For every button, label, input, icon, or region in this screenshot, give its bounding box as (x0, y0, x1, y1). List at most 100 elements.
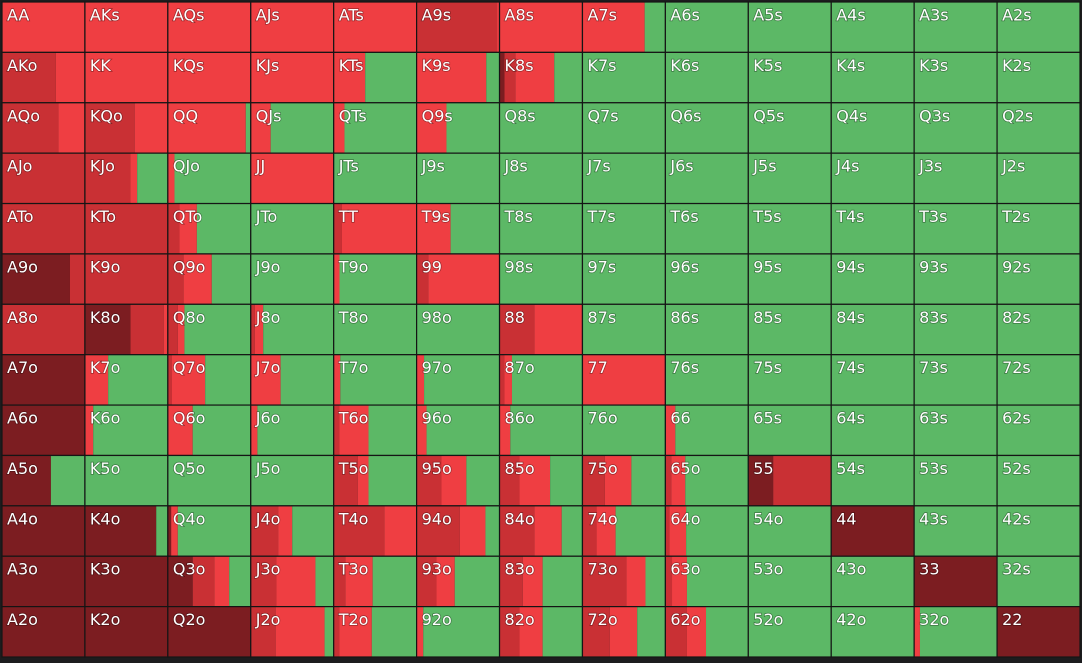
hand-label: 76o (587, 409, 617, 428)
hand-label: 95o (422, 459, 452, 478)
frequency-segment (997, 253, 1080, 305)
frequency-segment (914, 203, 998, 254)
frequency-segment (184, 304, 251, 355)
frequency-segment (192, 405, 251, 456)
frequency-segment (773, 455, 832, 506)
frequency-segment (515, 52, 555, 103)
frequency-segment (2, 2, 85, 53)
frequency-segment (504, 52, 516, 103)
frequency-segment (534, 304, 583, 355)
frequency-segment (167, 304, 178, 355)
frequency-segment (108, 354, 168, 406)
frequency-segment (436, 556, 455, 607)
frequency-segment (416, 203, 451, 254)
frequency-segment (997, 2, 1080, 53)
frequency-segment (914, 556, 998, 607)
frequency-segment (324, 606, 334, 657)
hand-label: T6o (338, 409, 369, 428)
hand-label: 92o (422, 610, 452, 629)
frequency-segment (542, 606, 583, 657)
frequency-segment (626, 556, 646, 607)
hand-label: T7o (338, 358, 369, 377)
frequency-segment (675, 405, 749, 456)
frequency-segment (441, 455, 467, 506)
hand-label: 72o (587, 610, 617, 629)
frequency-segment (914, 354, 998, 406)
frequency-segment (914, 2, 998, 53)
frequency-segment (459, 505, 486, 557)
frequency-segment (69, 253, 85, 305)
frequency-segment (205, 354, 251, 406)
frequency-segment (84, 2, 168, 53)
hand-label: Q6s (670, 106, 701, 125)
frequency-segment (497, 2, 500, 53)
frequency-segment (426, 405, 500, 456)
frequency-segment (665, 203, 749, 254)
hand-label: K4o (90, 509, 120, 528)
frequency-segment (665, 505, 670, 557)
hand-label: 54o (753, 509, 783, 528)
frequency-segment (914, 102, 998, 154)
hand-label: K7o (90, 358, 120, 377)
frequency-segment (167, 405, 193, 456)
frequency-segment (416, 2, 498, 53)
hand-label: A7o (7, 358, 38, 377)
hand-label: 64s (836, 409, 865, 428)
frequency-segment (997, 102, 1080, 154)
hand-label: A8o (7, 308, 38, 327)
hand-label: J2o (255, 610, 281, 629)
hand-label: 85o (505, 459, 535, 478)
hand-label: 84o (505, 509, 535, 528)
hand-label: QTs (339, 106, 367, 125)
frequency-segment (582, 354, 666, 406)
frequency-segment (997, 455, 1080, 506)
hand-label: 66 (670, 409, 690, 428)
frequency-segment (250, 253, 334, 305)
frequency-segment (499, 153, 583, 204)
hand-label: 97o (422, 358, 452, 377)
frequency-segment (665, 606, 687, 657)
frequency-segment (339, 606, 372, 657)
hand-label: Q8o (173, 308, 206, 327)
frequency-segment (454, 556, 500, 607)
frequency-segment (250, 2, 334, 53)
hand-label: K5s (753, 56, 782, 75)
hand-label: J3o (255, 560, 281, 579)
hand-label: AA (7, 6, 29, 25)
hand-label: K5o (90, 459, 120, 478)
hand-label: K3s (919, 56, 948, 75)
frequency-segment (250, 606, 276, 657)
frequency-segment (2, 52, 56, 103)
frequency-segment (333, 354, 341, 406)
frequency-segment (582, 405, 666, 456)
frequency-segment (686, 505, 749, 557)
frequency-segment (665, 2, 749, 53)
hand-label: 94o (422, 509, 452, 528)
frequency-segment (250, 556, 277, 607)
frequency-segment (84, 52, 168, 103)
hand-label: K9s (422, 56, 451, 75)
frequency-segment (686, 606, 707, 657)
frequency-segment (914, 606, 920, 657)
hand-label: 44 (836, 509, 856, 528)
frequency-segment (665, 304, 749, 355)
frequency-segment (831, 606, 915, 657)
frequency-segment (84, 253, 168, 305)
frequency-segment (748, 455, 774, 506)
frequency-segment (416, 606, 424, 657)
frequency-segment (582, 505, 597, 557)
frequency-segment (371, 606, 417, 657)
frequency-segment (582, 203, 666, 254)
frequency-segment (416, 153, 500, 204)
frequency-segment (914, 405, 998, 456)
frequency-segment (831, 102, 915, 154)
hand-label: Q4s (836, 106, 867, 125)
frequency-segment (416, 253, 429, 305)
hand-label: 93o (422, 560, 452, 579)
frequency-segment (604, 455, 632, 506)
hand-label: T8s (504, 207, 533, 226)
frequency-segment (55, 52, 85, 103)
frequency-segment (499, 102, 583, 154)
hand-label: 86o (505, 409, 535, 428)
frequency-segment (671, 455, 686, 506)
